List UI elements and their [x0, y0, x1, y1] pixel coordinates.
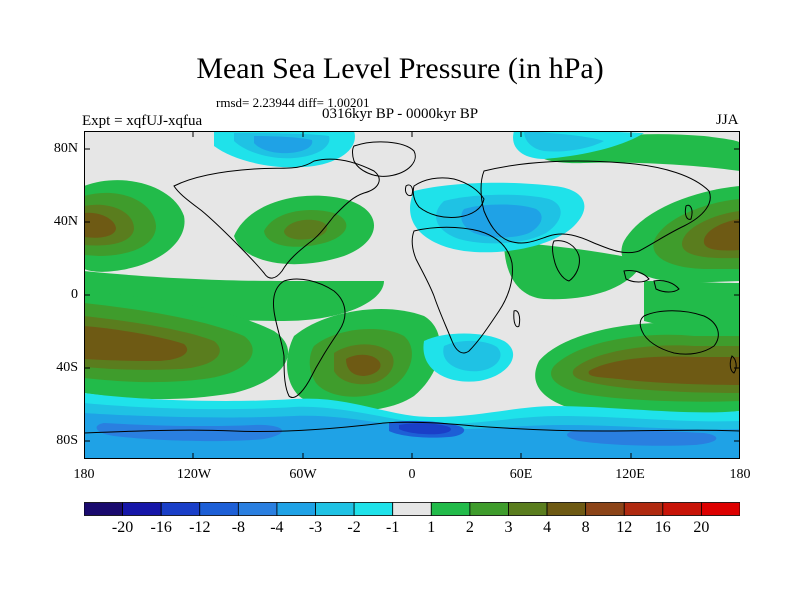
x-tick-0: 0 [408, 467, 416, 482]
colorbar-swatch [430, 502, 471, 516]
colorbar-label: -4 [270, 519, 284, 536]
experiment-label: Expt = xqfUJ-xqfua [82, 113, 203, 129]
colorbar-swatch [469, 502, 509, 516]
anomaly-eurasia-low [214, 131, 644, 253]
colorbar-label: 4 [543, 519, 552, 536]
x-tick-120w: 120W [176, 467, 212, 482]
y-tick-40s: 40S [56, 360, 78, 375]
x-tick-180w: 180 [73, 467, 95, 482]
colorbar-label: 3 [504, 519, 513, 536]
colorbar-swatch [546, 502, 587, 516]
colorbar-label: -1 [386, 519, 400, 536]
colorbar-swatch [315, 502, 355, 516]
colorbar-label: -20 [111, 519, 134, 536]
pressure-map [84, 131, 740, 459]
period-label: 0316kyr BP - 0000kyr BP [322, 106, 479, 122]
stats-text: rmsd= 2.23944 diff= 1.00201 [216, 95, 370, 110]
colorbar-label: 16 [654, 519, 671, 536]
map-title: Mean Sea Level Pressure (in hPa) [196, 52, 604, 85]
y-tick-0: 0 [71, 287, 78, 302]
colorbar-label: 20 [693, 519, 710, 536]
colorbar-swatch [701, 502, 741, 516]
colorbar-swatch [199, 502, 239, 516]
x-tick-180e: 180 [729, 467, 751, 482]
anomaly-south-atlantic [287, 308, 441, 411]
colorbar-swatch [353, 502, 394, 516]
colorbar-label: 2 [465, 519, 474, 536]
anomaly-north-atlantic [234, 195, 374, 265]
x-tick-60e: 60E [509, 467, 533, 482]
colorbar-swatch [83, 502, 123, 516]
x-tick-120e: 120E [615, 467, 645, 482]
axis-ticks [84, 131, 740, 459]
colorbar-swatch [122, 502, 162, 516]
anomaly-pacific-east [621, 186, 740, 283]
coastlines [84, 141, 740, 434]
colorbar [83, 502, 741, 521]
colorbar-swatches [83, 502, 741, 516]
colorbar-label: -16 [150, 519, 172, 536]
colorbar-swatch [237, 502, 278, 516]
colorbar-label: -3 [308, 519, 323, 536]
y-tick-80n: 80N [53, 141, 78, 156]
colorbar-swatch [623, 502, 664, 516]
x-tick-60w: 60W [289, 467, 317, 482]
map-panel [84, 131, 740, 464]
season-label: JJA [716, 112, 739, 128]
colorbar-swatch [160, 502, 201, 516]
anomaly-south-indian [535, 322, 740, 415]
colorbar-swatch [585, 502, 625, 516]
y-tick-40n: 40N [53, 214, 78, 229]
colorbar-label: 1 [427, 519, 436, 536]
y-tick-80s: 80S [56, 433, 78, 448]
anomaly-south-pacific [84, 291, 289, 400]
colorbar-label: -12 [189, 519, 211, 536]
anomaly-pacific-west [84, 180, 185, 272]
colorbar-label: -8 [231, 519, 246, 536]
colorbar-swatch [662, 502, 702, 516]
anomaly-southern-ocean-low [84, 333, 740, 459]
colorbar-label: 12 [616, 519, 633, 536]
colorbar-swatch [508, 502, 548, 516]
colorbar-swatch [276, 502, 316, 516]
colorbar-label: 8 [581, 519, 590, 536]
colorbar-swatch [392, 502, 432, 516]
colorbar-label: -2 [347, 519, 361, 536]
